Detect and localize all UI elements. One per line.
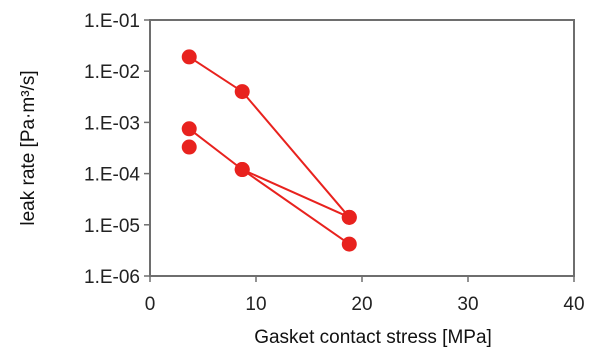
data-point xyxy=(181,139,197,155)
data-point xyxy=(181,49,197,65)
y-tick-label: 1.E-03 xyxy=(84,113,140,134)
y-tick-label: 1.E-02 xyxy=(84,62,140,83)
data-point xyxy=(234,162,250,178)
series-line-4 xyxy=(241,168,350,219)
plot-area xyxy=(149,19,575,277)
x-axis: 0 10 20 30 40 xyxy=(145,276,585,315)
x-axis-title: Gasket contact stress [MPa] xyxy=(254,327,492,348)
y-tick-label: 1.E-05 xyxy=(84,216,140,237)
y-axis-title: leak rate [Pa·m³/s] xyxy=(18,70,39,225)
y-tick-label: 1.E-06 xyxy=(84,267,140,288)
data-point xyxy=(181,121,197,137)
x-tick-label: 0 xyxy=(145,294,156,315)
x-tick-label: 20 xyxy=(351,294,372,315)
y-tick-label: 1.E-04 xyxy=(84,165,140,186)
data-point xyxy=(341,236,357,252)
x-tick-label: 40 xyxy=(563,294,584,315)
data-point xyxy=(341,209,357,225)
y-axis: 1.E-06 1.E-05 1.E-04 1.E-03 1.E-02 1.E-01 xyxy=(84,11,150,288)
x-tick-label: 10 xyxy=(245,294,266,315)
series-group xyxy=(181,49,357,252)
y-tick-label: 1.E-01 xyxy=(84,11,140,32)
x-tick-label: 30 xyxy=(457,294,478,315)
data-point xyxy=(234,84,250,100)
